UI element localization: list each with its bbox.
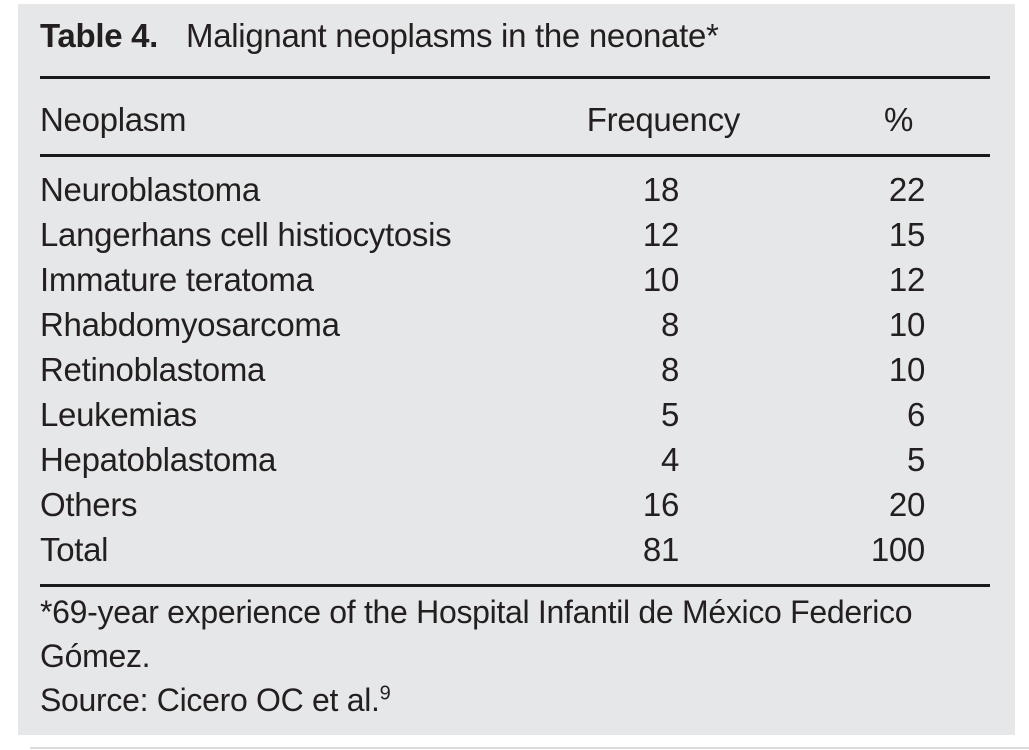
percent-cell: 15: [888, 216, 925, 253]
neoplasm-cell: Hepatoblastoma: [40, 441, 277, 478]
percent-cell: 20: [888, 486, 925, 523]
neoplasm-cell: Retinoblastoma: [40, 351, 266, 388]
table-caption: Table 4. Malignant neoplasms in the neona…: [40, 14, 990, 58]
table-row: Immature teratoma 10 12: [40, 257, 990, 302]
table-row: Others 16 20: [40, 482, 990, 527]
col-header-neoplasm: Neoplasm: [40, 101, 187, 138]
table-body: Neuroblastoma 18 22 Langerhans cell hist…: [18, 167, 1015, 572]
col-header-frequency: Frequency: [586, 101, 741, 138]
neoplasm-cell: Leukemias: [40, 396, 197, 433]
footnote-source: Source: Cicero OC et al.9: [40, 678, 995, 722]
table-row: Leukemias 5 6: [40, 392, 990, 437]
rule-under-header: [40, 154, 990, 157]
neoplasm-cell: Total: [40, 531, 109, 568]
frequency-cell: 8: [660, 306, 679, 343]
table-row: Hepatoblastoma 4 5: [40, 437, 990, 482]
table-row: Rhabdomyosarcoma 8 10: [40, 302, 990, 347]
frequency-cell: 5: [660, 396, 679, 433]
frequency-cell: 10: [642, 261, 679, 298]
neoplasm-cell: Others: [40, 486, 138, 523]
frequency-cell: 12: [642, 216, 679, 253]
table-row-total: Total 81 100: [40, 527, 990, 572]
footnote-asterisk: *69-year experience of the Hospital Infa…: [40, 594, 913, 674]
percent-cell: 10: [888, 306, 925, 343]
table-row: Retinoblastoma 8 10: [40, 347, 990, 392]
percent-cell: 6: [906, 396, 925, 433]
table-caption-label: Table 4.: [40, 17, 159, 54]
neoplasm-cell: Neuroblastoma: [40, 171, 260, 208]
neoplasm-cell: Rhabdomyosarcoma: [40, 306, 340, 343]
rule-top: [40, 76, 990, 79]
table-panel: Table 4. Malignant neoplasms in the neona…: [18, 4, 1015, 735]
table-header-row: Neoplasm Frequency %: [40, 98, 990, 142]
footnote-source-text: Source: Cicero OC et al.: [40, 682, 380, 718]
percent-cell: 5: [906, 441, 925, 478]
percent-cell: 12: [888, 261, 925, 298]
table-row: Neuroblastoma 18 22: [40, 167, 990, 212]
frequency-cell: 81: [642, 531, 679, 568]
table-row: Langerhans cell histiocytosis 12 15: [40, 212, 990, 257]
col-header-percent: %: [883, 101, 913, 138]
rule-bottom: [40, 584, 990, 587]
frequency-cell: 16: [642, 486, 679, 523]
neoplasm-cell: Immature teratoma: [40, 261, 314, 298]
percent-cell: 10: [888, 351, 925, 388]
next-section-edge: [30, 747, 1029, 749]
frequency-cell: 18: [642, 171, 679, 208]
neoplasm-cell: Langerhans cell histiocytosis: [40, 216, 452, 253]
percent-cell: 22: [888, 171, 925, 208]
percent-cell: 100: [870, 531, 925, 568]
table-footnotes: *69-year experience of the Hospital Infa…: [40, 590, 995, 722]
frequency-cell: 8: [660, 351, 679, 388]
table-caption-text: Malignant neoplasms in the neonate*: [186, 17, 719, 54]
frequency-cell: 4: [660, 441, 679, 478]
footnote-source-ref: 9: [379, 682, 391, 705]
